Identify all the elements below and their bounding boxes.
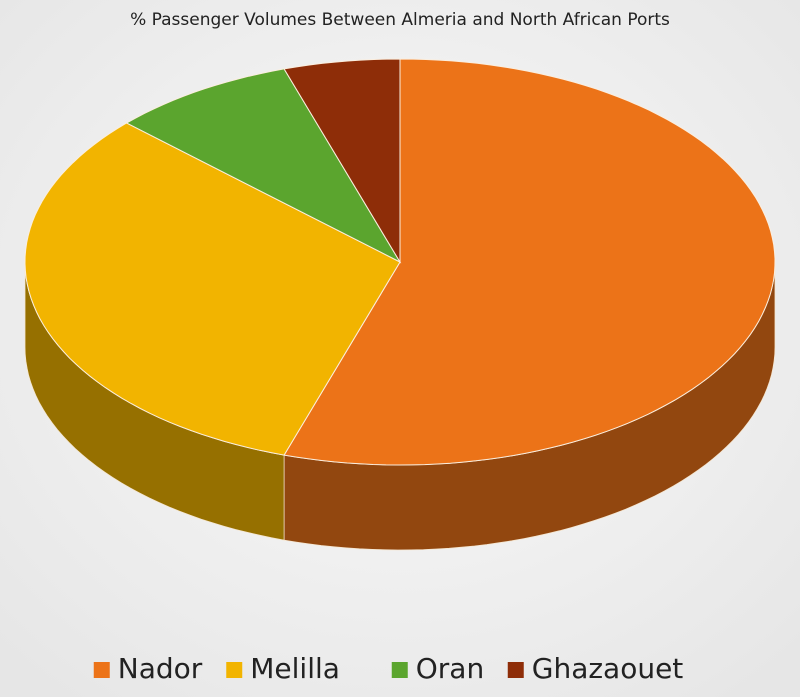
slice (24, 122, 401, 456)
legend-swatch (391, 662, 408, 678)
legend-label: Oran (416, 652, 484, 685)
legend-swatch (507, 662, 524, 678)
legend-label: Melilla (250, 652, 340, 685)
slice (125, 68, 402, 264)
slice (283, 58, 401, 264)
legend-swatch (93, 662, 110, 678)
chart-title: % Passenger Volumes Between Almeria and … (130, 10, 670, 30)
legend-label: Nador (118, 652, 203, 685)
slice (283, 58, 776, 466)
legend-label: Ghazaouet (532, 652, 684, 685)
legend-swatch (226, 662, 243, 678)
